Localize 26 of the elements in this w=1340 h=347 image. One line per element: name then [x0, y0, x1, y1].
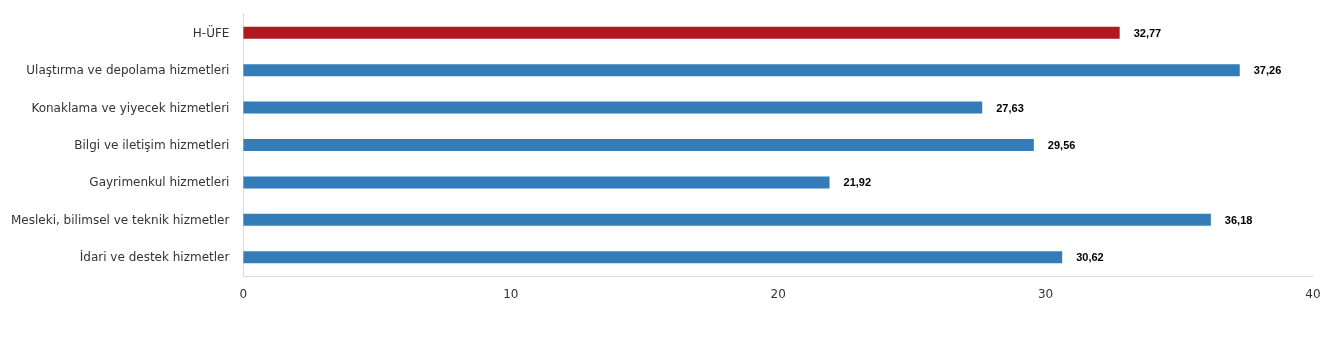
bar: [243, 176, 830, 189]
y-tick-label: Mesleki, bilimsel ve teknik hizmetler: [10, 212, 230, 227]
bar: [243, 213, 1211, 226]
data-label: 30,62: [1076, 251, 1104, 264]
data-label: 21,92: [843, 176, 872, 189]
y-tick-label: Ulaştırma ve depolama hizmetleri: [26, 63, 230, 78]
y-tick-label: Bilgi ve iletişim hizmetleri: [74, 138, 230, 152]
y-tick-label: Konaklama ve yiyecek hizmetleri: [31, 100, 230, 115]
bar: [243, 26, 1120, 39]
bar: [243, 139, 1034, 151]
data-label: 36,18: [1224, 213, 1253, 226]
x-tick-label: 20: [770, 287, 786, 301]
data-label: 37,26: [1253, 64, 1282, 77]
x-tick-label: 30: [1037, 287, 1054, 301]
y-tick-label: H-ÜFE: [192, 23, 230, 40]
y-tick-label: Gayrimenkul hizmetleri: [89, 175, 230, 190]
data-label: 27,63: [996, 101, 1024, 114]
x-tick-label: 40: [1305, 287, 1321, 301]
bar: [243, 64, 1240, 77]
bar: [243, 101, 983, 114]
y-tick-label: İdari ve destek hizmetler: [79, 249, 230, 265]
data-label: 29,56: [1047, 139, 1076, 151]
data-label: 32,77: [1133, 26, 1162, 39]
x-tick-label: 0: [239, 287, 248, 301]
bar: [243, 251, 1063, 264]
x-tick-label: 10: [503, 287, 519, 301]
